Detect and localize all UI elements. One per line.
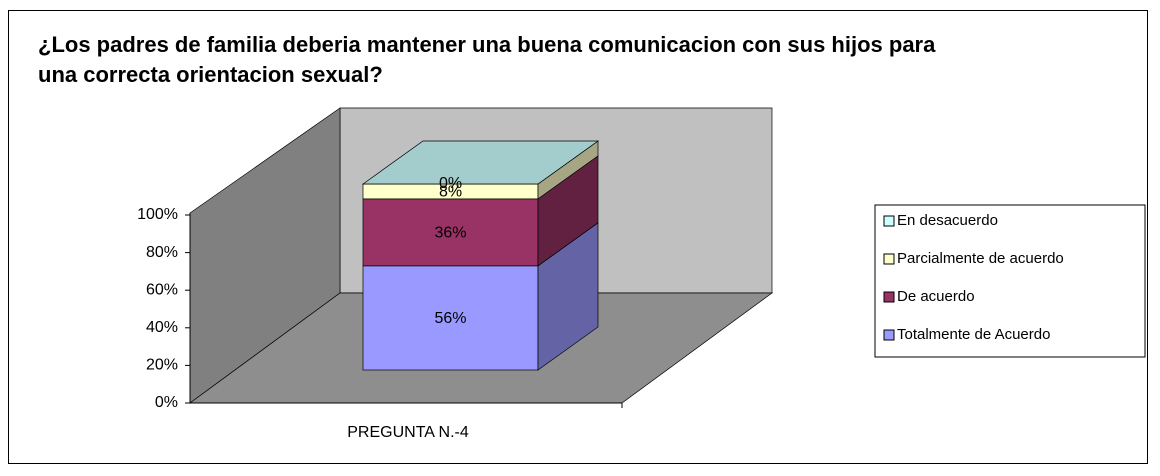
data-label: 36% (434, 225, 466, 242)
y-tick-label: 60% (146, 281, 178, 298)
chart-title: ¿Los padres de familia deberia mantener … (38, 32, 936, 87)
bar-segment (362, 265, 539, 371)
chart-frame (8, 10, 1148, 464)
x-tick-label: PREGUNTA N.-4 (347, 424, 469, 441)
legend-swatch (883, 291, 895, 303)
y-tick-label: 40% (146, 319, 178, 336)
y-tick-label: 100% (137, 206, 178, 223)
legend-swatch (883, 329, 895, 341)
legend-label: Totalmente de Acuerdo (897, 326, 1050, 343)
data-label: 0% (439, 175, 462, 192)
bar-top (361, 140, 600, 185)
legend-label: Parcialmente de acuerdo (897, 250, 1064, 267)
data-label: 56% (434, 310, 466, 327)
legend (874, 204, 1146, 358)
y-tick-label: 20% (146, 357, 178, 374)
data-label: 8% (439, 184, 462, 201)
legend-swatch (883, 253, 895, 265)
legend-swatch (883, 215, 895, 227)
legend-label: En desacuerdo (897, 212, 998, 229)
y-tick-label: 0% (155, 394, 178, 411)
y-tick-label: 80% (146, 244, 178, 261)
legend-label: De acuerdo (897, 288, 975, 305)
